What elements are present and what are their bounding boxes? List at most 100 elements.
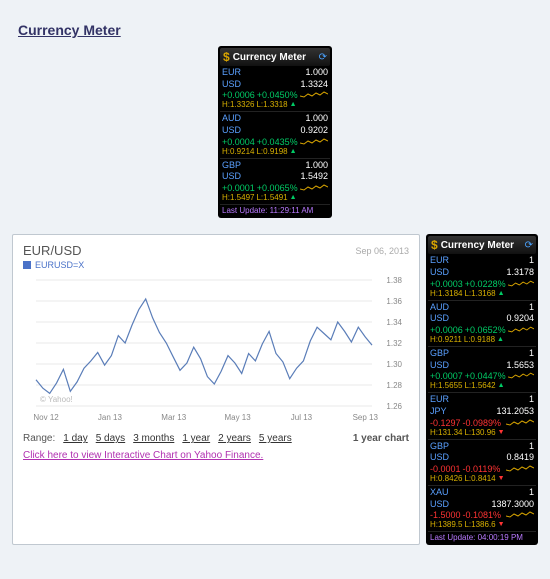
delta-pct: +0.0447% <box>465 371 506 381</box>
base-value: 1 <box>529 348 534 360</box>
pairs-list-top: EUR1.000 USD1.3324 +0.0006+0.0450% H:1.3… <box>220 66 330 205</box>
delta-pct: +0.0435% <box>257 137 298 147</box>
base-currency: GBP <box>430 441 449 453</box>
delta-pct: -0.0119% <box>463 464 501 474</box>
svg-text:Jul 13: Jul 13 <box>291 413 313 422</box>
chart-ticker: EURUSD=X <box>23 260 409 270</box>
quote-currency: USD <box>430 267 449 279</box>
base-value: 1.000 <box>305 67 328 79</box>
low: L:0.9188 <box>464 335 495 344</box>
delta-pct: +0.0228% <box>465 279 506 289</box>
quote-value: 0.9204 <box>506 313 534 325</box>
trend-icon: ▲ <box>497 336 504 343</box>
svg-text:1.36: 1.36 <box>386 297 402 306</box>
base-value: 1.000 <box>305 113 328 125</box>
quote-currency: JPY <box>430 406 447 418</box>
base-currency: AUD <box>430 302 449 314</box>
delta-pct: -0.0989% <box>463 418 502 428</box>
svg-text:1.38: 1.38 <box>386 276 402 285</box>
high: H:131.34 <box>430 428 462 437</box>
svg-text:May 13: May 13 <box>224 413 251 422</box>
currency-pair[interactable]: GBP1 USD0.8419 -0.0001-0.0119% H:0.8426L… <box>428 440 536 486</box>
refresh-icon[interactable]: ⟳ <box>319 52 327 63</box>
delta: +0.0001 <box>222 183 255 193</box>
dollar-icon: $ <box>431 238 438 252</box>
currency-meter-widget-top: $ Currency Meter ⟳ EUR 1.000 USD 1.3324 +0… <box>218 46 332 218</box>
range-row: Range: 1 day 5 days 3 months 1 year 2 years 5… <box>23 433 409 444</box>
quote-currency: USD <box>430 313 449 325</box>
page-title: Currency Meter <box>0 0 550 46</box>
range-label: Range: <box>23 433 55 444</box>
low: L:1.3168 <box>464 289 495 298</box>
base-currency: EUR <box>222 67 241 79</box>
range-link[interactable]: 1 day <box>63 433 87 444</box>
currency-meter-widget-right: $ Currency Meter ⟳ EUR 1 USD 1.3178 +0.000… <box>426 234 538 545</box>
chart-title: EUR/USD <box>23 243 82 258</box>
svg-text:Sep 13: Sep 13 <box>353 413 379 422</box>
high: H:1.5655 <box>430 381 462 390</box>
quote-currency: USD <box>222 171 241 183</box>
range-link[interactable]: 3 months <box>133 433 174 444</box>
low: L:0.9198 <box>256 147 287 156</box>
base-value: 1 <box>529 302 534 314</box>
line-chart: 1.261.281.301.321.341.361.38Nov 12Jan 13… <box>23 274 409 424</box>
yahoo-finance-link[interactable]: Click here to view Interactive Chart on … <box>23 450 263 461</box>
base-value: 1.000 <box>305 160 328 172</box>
range-link[interactable]: 5 days <box>96 433 125 444</box>
chart-section: EUR/USD Sep 06, 2013 EURUSD=X 1.261.281.… <box>12 234 538 545</box>
base-currency: AUD <box>222 113 241 125</box>
low: L:1.3318 <box>256 100 287 109</box>
currency-pair[interactable]: GBP1.000 USD1.5492 +0.0001+0.0065% H:1.5… <box>220 159 330 205</box>
low: L:1.5642 <box>464 381 495 390</box>
widget-header: $ Currency Meter ⟳ <box>220 48 330 66</box>
svg-text:1.32: 1.32 <box>386 339 402 348</box>
delta: +0.0006 <box>222 90 255 100</box>
quote-value: 131.2053 <box>496 406 534 418</box>
svg-text:1.34: 1.34 <box>386 318 402 327</box>
base-value: 1 <box>529 394 534 406</box>
delta: -0.0001 <box>430 464 461 474</box>
trend-icon: ▼ <box>498 521 505 528</box>
currency-pair[interactable]: EUR1.000 USD1.3324 +0.0006+0.0450% H:1.3… <box>220 66 330 112</box>
high: H:1.3184 <box>430 289 462 298</box>
currency-pair[interactable]: EUR 1 USD 1.3178 +0.0003+0.0228% H:1.3184L… <box>428 254 536 300</box>
high: H:0.9211 <box>430 335 462 344</box>
quote-currency: USD <box>430 360 449 372</box>
quote-value: 1387.3000 <box>491 499 534 511</box>
range-link[interactable]: 1 year <box>182 433 210 444</box>
trend-icon: ▲ <box>498 290 505 297</box>
currency-pair[interactable]: AUD1.000 USD0.9202 +0.0004+0.0435% H:0.9… <box>220 112 330 158</box>
base-value: 1 <box>529 441 534 453</box>
low: L:1.5491 <box>256 193 287 202</box>
last-update: Last Update: 04:00:19 PM <box>428 532 536 543</box>
base-currency: EUR <box>430 255 449 267</box>
delta: +0.0003 <box>430 279 463 289</box>
quote-currency: USD <box>222 125 241 137</box>
base-currency: EUR <box>430 394 449 406</box>
quote-value: 0.9202 <box>300 125 328 137</box>
pairs-list-right: EUR1 USD1.3178 +0.0003+0.0228% H:1.3184L… <box>428 254 536 532</box>
quote-value: 1.3324 <box>300 79 328 91</box>
low: L:130.96 <box>464 428 495 437</box>
dollar-icon: $ <box>223 50 230 64</box>
currency-pair[interactable]: EUR1 JPY131.2053 -0.1297-0.0989% H:131.3… <box>428 393 536 439</box>
widget-title: Currency Meter <box>233 52 319 63</box>
currency-pair[interactable]: XAU1 USD1387.3000 -1.5000-0.1081% H:1389… <box>428 486 536 532</box>
delta-pct: +0.0450% <box>257 90 298 100</box>
widget-title: Currency Meter <box>441 240 525 251</box>
svg-text:1.26: 1.26 <box>386 402 402 411</box>
trend-icon: ▲ <box>290 194 297 201</box>
quote-value: 1.3178 <box>506 267 534 279</box>
refresh-icon[interactable]: ⟳ <box>525 240 533 251</box>
svg-text:Mar 13: Mar 13 <box>161 413 186 422</box>
chart-date: Sep 06, 2013 <box>355 246 409 256</box>
range-link[interactable]: 2 years <box>218 433 251 444</box>
quote-currency: USD <box>222 79 241 91</box>
quote-currency: USD <box>430 452 449 464</box>
range-link[interactable]: 5 years <box>259 433 292 444</box>
base-value: 1 <box>529 255 534 267</box>
high: H:1.5497 <box>222 193 254 202</box>
currency-pair[interactable]: AUD1 USD0.9204 +0.0006+0.0652% H:0.9211L… <box>428 301 536 347</box>
base-currency: XAU <box>430 487 449 499</box>
currency-pair[interactable]: GBP1 USD1.5653 +0.0007+0.0447% H:1.5655L… <box>428 347 536 393</box>
